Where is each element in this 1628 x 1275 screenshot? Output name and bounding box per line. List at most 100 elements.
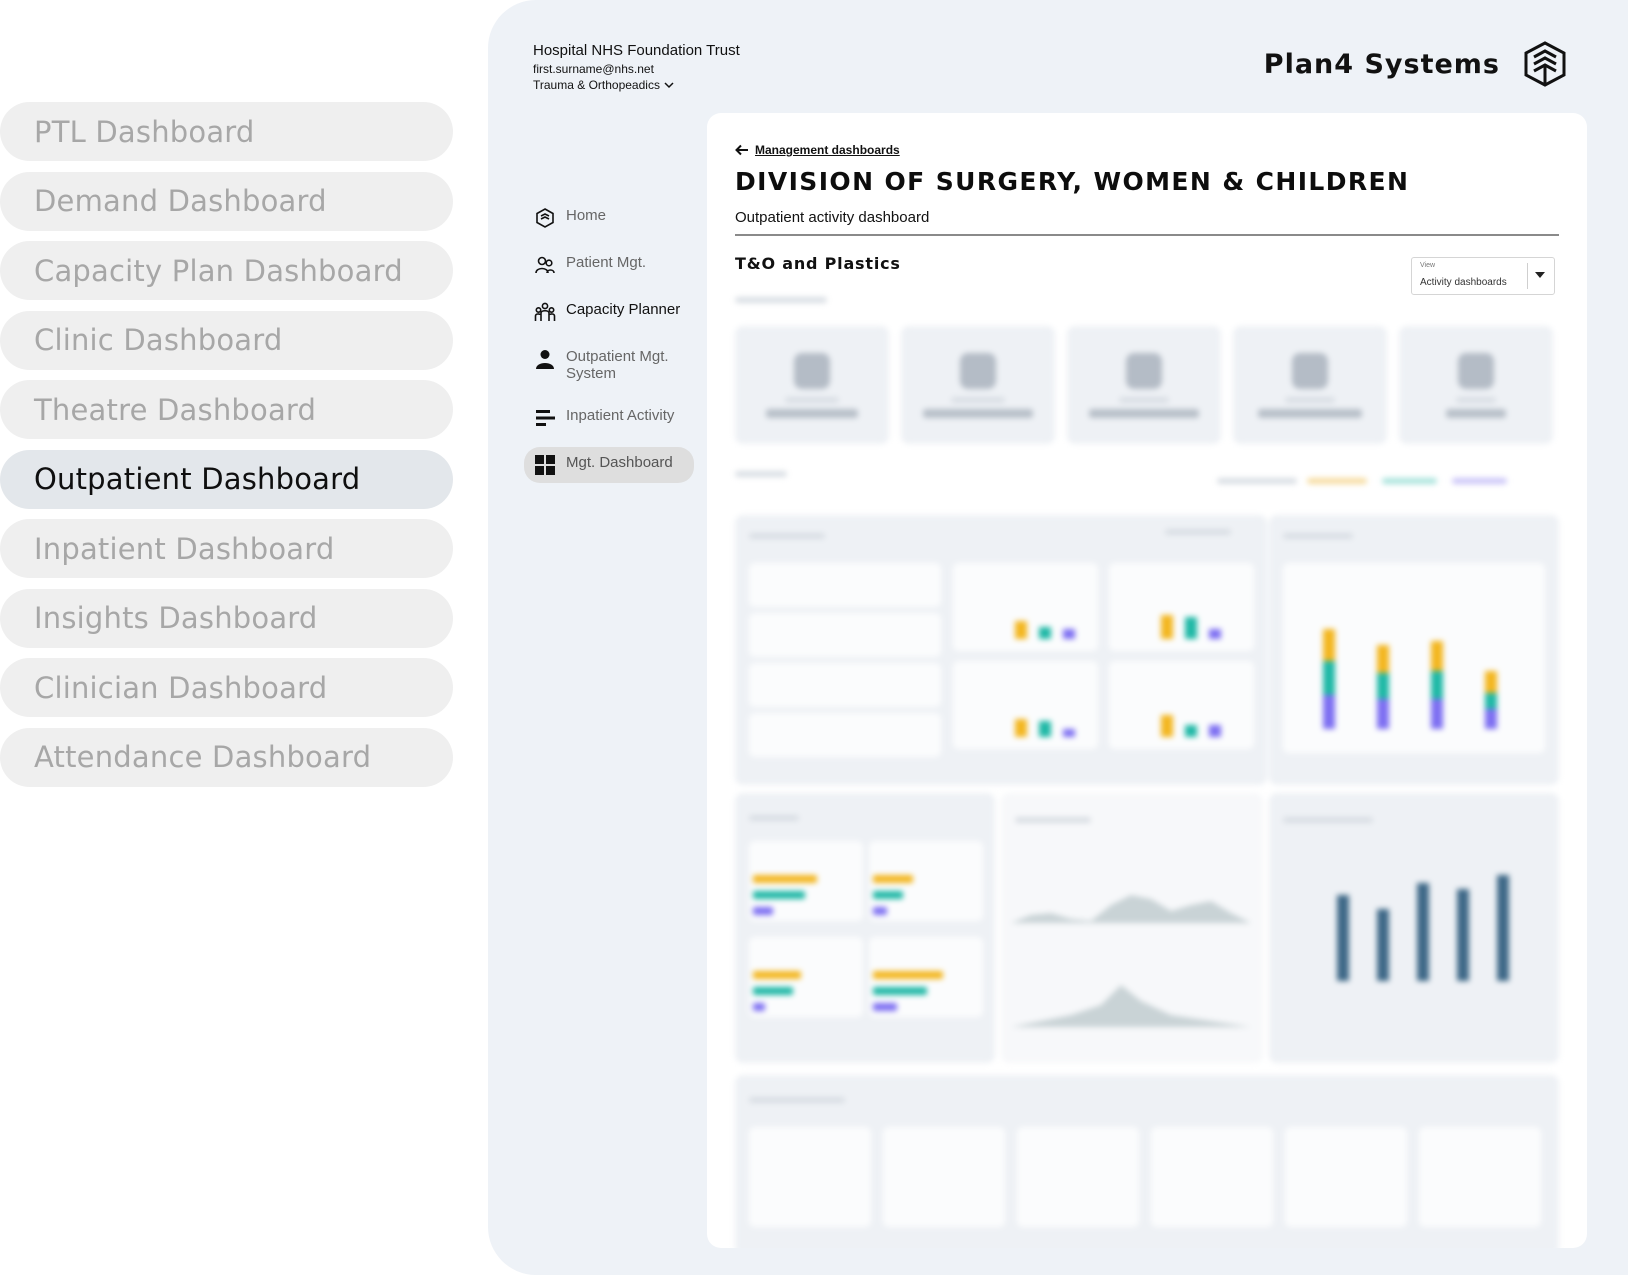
- blurred-card: [1151, 1127, 1273, 1227]
- bar: [1323, 695, 1335, 729]
- department-label: Trauma & Orthopeadics: [533, 78, 660, 92]
- view-select[interactable]: View Activity dashboards: [1411, 257, 1555, 295]
- dashboard-item-clinician[interactable]: Clinician Dashboard: [0, 658, 453, 717]
- bar: [753, 987, 793, 995]
- person-icon: [536, 350, 554, 369]
- kpi-tile: [1399, 326, 1553, 444]
- nav-label: Mgt. Dashboard: [566, 454, 673, 471]
- bar: [1497, 875, 1509, 981]
- blurred-legend: [1307, 478, 1367, 484]
- blurred-text: [1285, 396, 1335, 403]
- grid-icon: [535, 455, 555, 475]
- bar: [1063, 729, 1075, 737]
- blurred-text: [1258, 408, 1362, 418]
- house-icon: [794, 352, 830, 389]
- blurred-text: [1165, 529, 1231, 535]
- blurred-text: [785, 396, 839, 403]
- bar: [1323, 629, 1335, 661]
- caret-down-icon: [1535, 272, 1545, 278]
- blurred-text: [749, 815, 799, 821]
- dashboard-item-outpatient[interactable]: Outpatient Dashboard: [0, 449, 453, 509]
- blurred-card: [869, 841, 983, 921]
- blurred-legend: [1382, 478, 1437, 484]
- dashboard-item-insights[interactable]: Insights Dashboard: [0, 588, 453, 648]
- bar: [1485, 693, 1497, 709]
- nav-item-inpatient-activity[interactable]: Inpatient Activity: [524, 400, 694, 436]
- kpi-tile: [735, 326, 889, 444]
- dashboard-item-capacity-plan[interactable]: Capacity Plan Dashboard: [0, 241, 453, 300]
- blurred-row: [749, 563, 941, 607]
- trust-name: Hospital NHS Foundation Trust: [533, 42, 740, 59]
- nav-label: Patient Mgt.: [566, 254, 647, 271]
- view-select-value: Activity dashboards: [1420, 277, 1507, 288]
- blurred-text: [749, 533, 825, 539]
- blurred-text: [1283, 817, 1373, 823]
- nav-item-mgt-dashboard[interactable]: Mgt. Dashboard: [524, 447, 694, 483]
- blurred-text: [1456, 396, 1496, 403]
- dashboard-item-ptl[interactable]: PTL Dashboard: [0, 102, 453, 161]
- view-select-label: View: [1420, 262, 1436, 269]
- blurred-mini-chart: [953, 563, 1098, 651]
- bar: [1485, 671, 1497, 693]
- blurred-text: [951, 396, 1005, 403]
- bar: [1377, 645, 1389, 673]
- page-title: DIVISION OF SURGERY, WOMEN & CHILDREN: [735, 167, 1410, 196]
- bar: [753, 891, 805, 899]
- kpi-tile: [901, 326, 1055, 444]
- blurred-card: [883, 1127, 1005, 1227]
- bar: [753, 971, 801, 979]
- bar: [1063, 629, 1075, 639]
- bar: [873, 891, 903, 899]
- nav-label: Capacity Planner: [566, 301, 681, 318]
- blurred-stacked-chart: [1283, 563, 1545, 753]
- side-nav: Home Patient Mgt. Capacity Planner Outpa…: [524, 200, 694, 494]
- blurred-heading: [735, 471, 787, 477]
- department-selector[interactable]: Trauma & Orthopeadics: [533, 78, 740, 92]
- kpi-tile: [1067, 326, 1221, 444]
- bar: [1323, 661, 1335, 695]
- blurred-panel: [735, 1075, 1559, 1248]
- brand-logo-icon: [1524, 41, 1566, 87]
- blurred-panel: [735, 793, 995, 1063]
- bar: [1039, 627, 1051, 639]
- nav-item-home[interactable]: Home: [524, 200, 694, 236]
- blurred-panel: [1001, 793, 1263, 1063]
- nav-item-patient-mgt[interactable]: Patient Mgt.: [524, 247, 694, 283]
- bar: [1417, 883, 1429, 981]
- app-frame: Hospital NHS Foundation Trust first.surn…: [488, 0, 1628, 1275]
- blurred-card: [749, 1127, 871, 1227]
- dashboard-item-inpatient[interactable]: Inpatient Dashboard: [0, 519, 453, 578]
- bar: [1457, 889, 1469, 981]
- brand-name: Plan4 Systems: [1263, 48, 1500, 80]
- dashboard-item-clinic[interactable]: Clinic Dashboard: [0, 310, 453, 370]
- blurred-panel: [1269, 793, 1559, 1063]
- logo-icon: [536, 208, 554, 228]
- bar: [873, 1003, 897, 1011]
- bar: [753, 875, 817, 883]
- nav-label: Home: [566, 207, 607, 224]
- back-link-label: Management dashboards: [755, 143, 900, 157]
- blurred-text: [1119, 396, 1169, 403]
- nav-item-outpatient-mgt[interactable]: Outpatient Mgt. System: [524, 341, 694, 389]
- dashboard-item-demand[interactable]: Demand Dashboard: [0, 171, 453, 231]
- blurred-row: [749, 663, 941, 707]
- dashboard-item-theatre[interactable]: Theatre Dashboard: [0, 380, 453, 439]
- bar: [1377, 673, 1389, 699]
- blurred-row: [749, 713, 941, 757]
- bar: [1015, 621, 1027, 639]
- blurred-text: [749, 1097, 845, 1103]
- bar: [753, 1003, 765, 1011]
- blurred-row: [749, 613, 941, 657]
- back-link[interactable]: Management dashboards: [735, 143, 900, 157]
- bar: [873, 907, 887, 915]
- bar: [1377, 909, 1389, 981]
- chevron-down-icon: [664, 82, 674, 89]
- nav-item-capacity-planner[interactable]: Capacity Planner: [524, 294, 694, 330]
- blurred-panel: [735, 515, 1267, 785]
- blurred-text: [923, 408, 1033, 418]
- blurred-area-chart: [1011, 985, 1251, 1027]
- blurred-mini-chart: [1109, 661, 1254, 749]
- dashboard-item-attendance[interactable]: Attendance Dashboard: [0, 727, 453, 787]
- section-title: T&O and Plastics: [735, 254, 901, 273]
- kpi-row: [735, 326, 1553, 444]
